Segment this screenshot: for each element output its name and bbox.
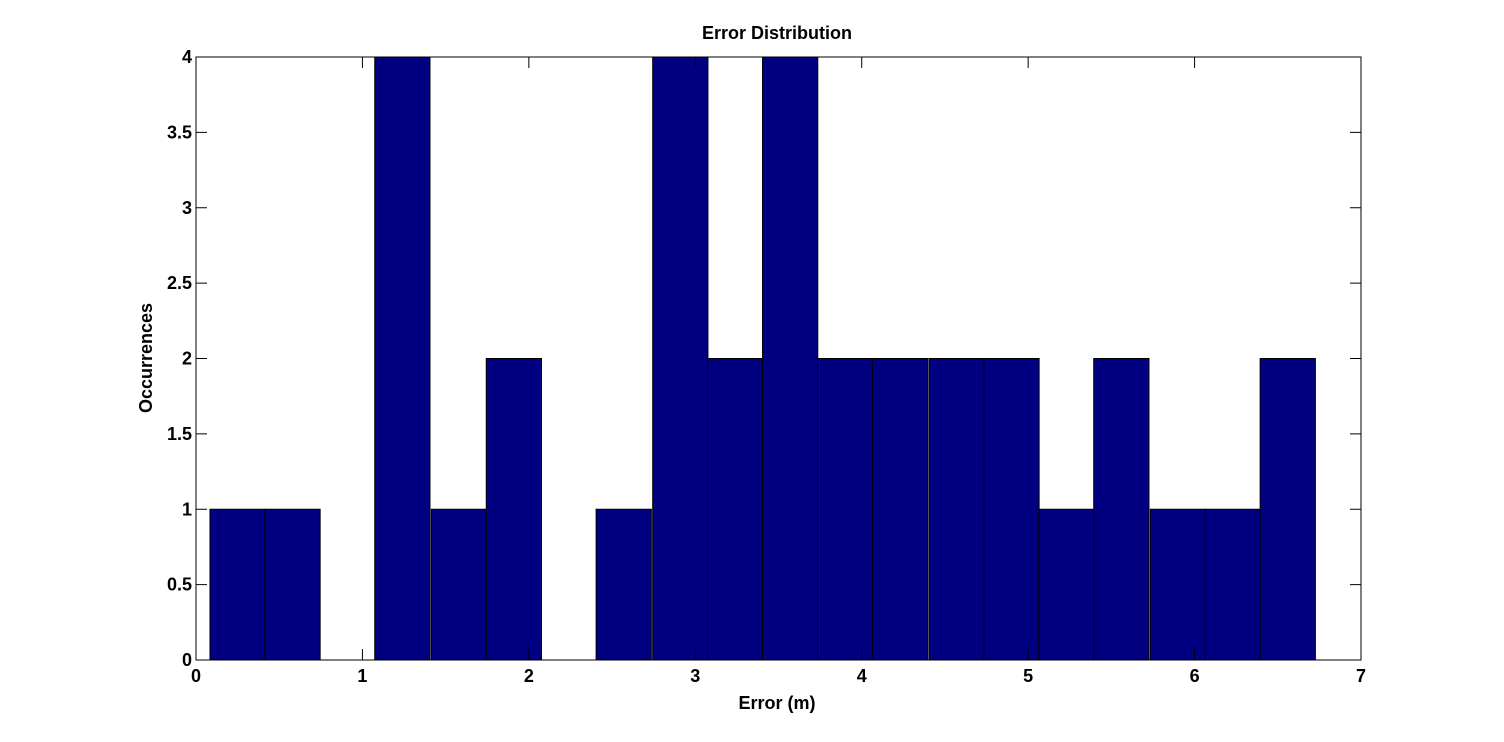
histogram-bar xyxy=(1259,358,1316,661)
histogram-bar xyxy=(1149,508,1207,661)
y-tick-label: 4 xyxy=(182,47,192,67)
y-tick-label: 0.5 xyxy=(167,575,192,595)
x-tick-label: 6 xyxy=(1190,666,1200,686)
histogram-bar xyxy=(485,358,543,661)
histogram-bar xyxy=(652,56,709,661)
x-tick-label: 4 xyxy=(857,666,867,686)
y-tick-label: 1 xyxy=(182,499,192,519)
histogram-bar xyxy=(928,358,985,661)
x-axis-label: Error (m) xyxy=(738,693,815,713)
histogram-bar xyxy=(707,358,764,661)
x-tick-label: 1 xyxy=(357,666,367,686)
histogram-bar xyxy=(816,358,874,661)
y-tick-label: 3.5 xyxy=(167,122,192,142)
histogram-bar xyxy=(871,358,929,661)
bars-layer xyxy=(209,56,1316,661)
histogram-bar xyxy=(1093,358,1150,661)
x-tick-label: 5 xyxy=(1023,666,1033,686)
y-tick-label: 2.5 xyxy=(167,273,192,293)
histogram-bar xyxy=(762,56,819,661)
y-tick-label: 1.5 xyxy=(167,424,192,444)
axes-layer: 0 1 2 3 4 5 6 7 0 0.5 1 1.5 2 2.5 3 3.5 4 xyxy=(167,47,1366,686)
histogram-bar xyxy=(1204,508,1261,661)
histogram-bar xyxy=(983,358,1040,661)
x-tick-label: 3 xyxy=(690,666,700,686)
x-tick-label: 7 xyxy=(1356,666,1366,686)
histogram-bar xyxy=(374,56,431,661)
y-tick-label: 0 xyxy=(182,650,192,670)
histogram-bar xyxy=(430,508,488,661)
histogram-bar xyxy=(1038,508,1095,661)
chart-title: Error Distribution xyxy=(702,23,852,43)
histogram-bar xyxy=(209,508,266,661)
y-tick-label: 3 xyxy=(182,198,192,218)
y-tick-label: 2 xyxy=(182,349,192,369)
x-tick-label: 0 xyxy=(191,666,201,686)
y-axis-label: Occurrences xyxy=(136,303,156,413)
histogram-bar xyxy=(264,508,321,661)
histogram-bar xyxy=(595,508,652,661)
x-tick-label: 2 xyxy=(524,666,534,686)
